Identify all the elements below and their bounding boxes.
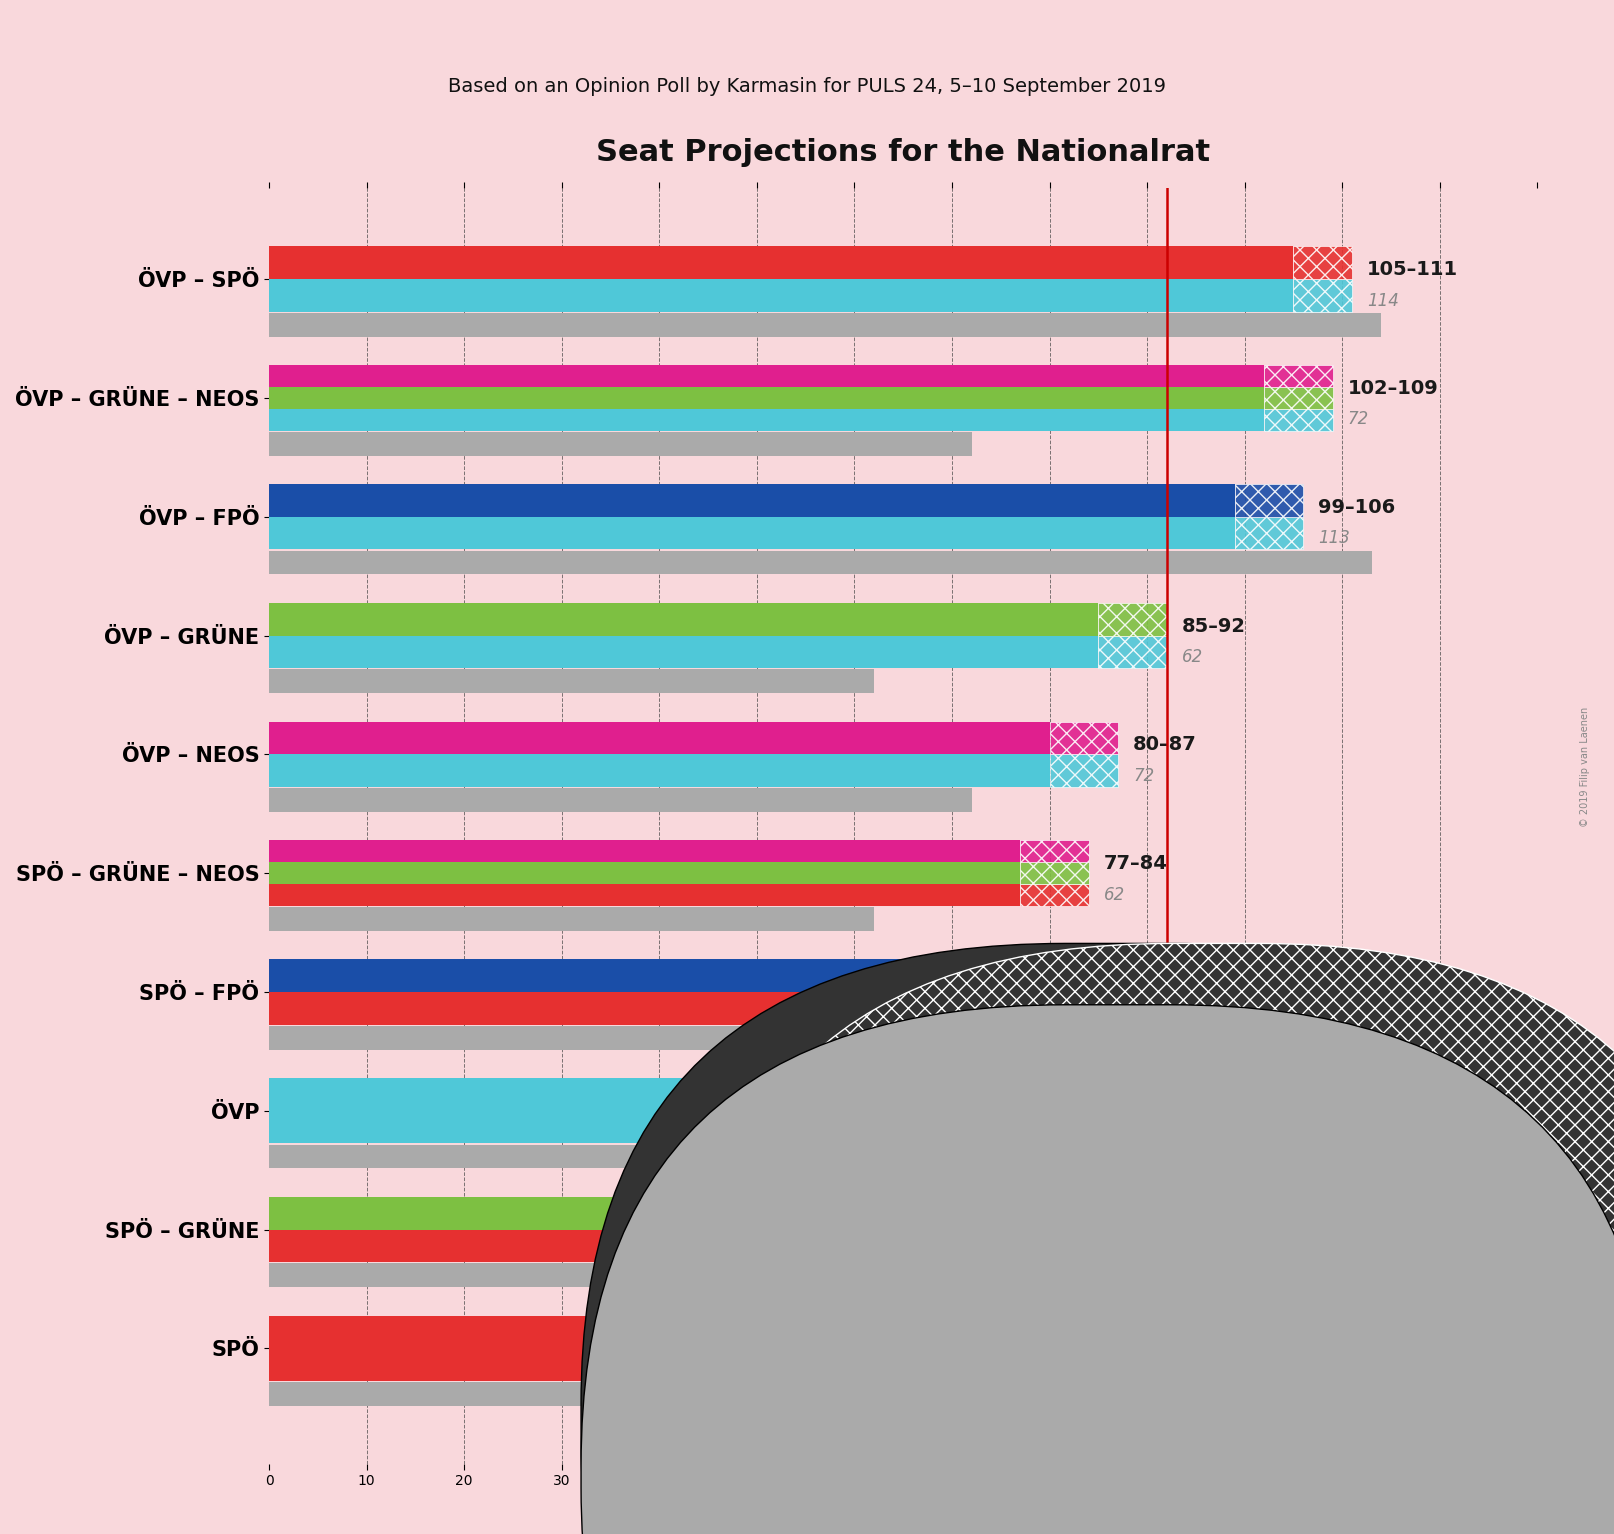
Bar [1049, 721, 1119, 755]
Bar [863, 1197, 923, 1230]
Bar [270, 387, 1264, 410]
Bar [270, 1316, 649, 1381]
Text: 63–70: 63–70 [967, 1092, 1031, 1111]
Bar [270, 247, 1293, 279]
Bar [1020, 841, 1088, 862]
Text: 52: 52 [713, 1361, 734, 1379]
Bar [270, 1026, 1273, 1049]
Text: 74–81: 74–81 [1075, 973, 1138, 992]
Bar [270, 1197, 863, 1230]
Bar [270, 1078, 884, 1143]
Text: 72: 72 [1348, 410, 1369, 428]
Bar [270, 841, 1020, 862]
Text: 52: 52 [938, 1243, 959, 1259]
Title: Seat Projections for the Nationalrat: Seat Projections for the Nationalrat [596, 138, 1210, 167]
Bar [270, 755, 1049, 787]
Bar [270, 410, 1264, 431]
Text: © 2019 Filip van Laenen: © 2019 Filip van Laenen [1580, 707, 1590, 827]
Bar [270, 313, 1382, 337]
Text: 99–106: 99–106 [1319, 497, 1396, 517]
Bar [270, 884, 1020, 905]
Bar [270, 485, 1235, 517]
Text: 114: 114 [1367, 291, 1399, 310]
Bar [270, 721, 1049, 755]
Text: 77–84: 77–84 [1104, 854, 1167, 873]
Bar [1264, 410, 1333, 431]
Text: 102–109: 102–109 [1348, 379, 1438, 397]
Text: Last result: Last result [1275, 1447, 1356, 1462]
Bar [270, 279, 1293, 311]
Bar [1235, 517, 1302, 549]
Bar [1235, 485, 1302, 517]
Bar [270, 1144, 873, 1169]
Bar [1293, 247, 1353, 279]
Bar [270, 959, 991, 992]
Text: 103: 103 [1075, 1005, 1106, 1022]
Text: 95% confidence interval
with median: 95% confidence interval with median [1068, 1333, 1256, 1367]
Bar [270, 635, 1099, 669]
Bar [1293, 279, 1353, 311]
Bar [1099, 603, 1167, 635]
Bar [1020, 862, 1088, 884]
Text: 62: 62 [967, 1123, 988, 1141]
Text: 61–67: 61–67 [938, 1210, 1002, 1230]
Bar [270, 669, 873, 693]
Text: Based on an Opinion Poll by Karmasin for PULS 24, 5–10 September 2019: Based on an Opinion Poll by Karmasin for… [449, 77, 1165, 97]
Bar [270, 1382, 776, 1407]
Bar [270, 603, 1099, 635]
Bar [649, 1316, 699, 1381]
Bar [270, 862, 1020, 884]
Text: 72: 72 [1133, 767, 1154, 785]
Text: 105–111: 105–111 [1367, 261, 1459, 279]
Bar [270, 907, 873, 931]
Text: 85–92: 85–92 [1181, 617, 1246, 635]
Bar [270, 431, 972, 456]
Bar [270, 1264, 776, 1287]
Bar [1264, 365, 1333, 387]
Text: 39–44: 39–44 [713, 1330, 778, 1348]
Bar [1049, 755, 1119, 787]
Bar [270, 788, 972, 811]
Text: 80–87: 80–87 [1133, 735, 1196, 755]
Text: 113: 113 [1319, 529, 1351, 548]
Text: 62: 62 [1104, 885, 1125, 904]
Bar [991, 992, 1059, 1025]
Bar [270, 365, 1264, 387]
Bar [991, 959, 1059, 992]
Bar [1099, 635, 1167, 669]
Bar [863, 1230, 923, 1262]
Bar [270, 517, 1235, 549]
Bar [270, 992, 991, 1025]
Bar [270, 551, 1372, 574]
Bar [1264, 387, 1333, 410]
Bar [270, 1230, 863, 1262]
Text: 62: 62 [1181, 647, 1202, 666]
Bar [1020, 884, 1088, 905]
Bar [884, 1078, 952, 1143]
